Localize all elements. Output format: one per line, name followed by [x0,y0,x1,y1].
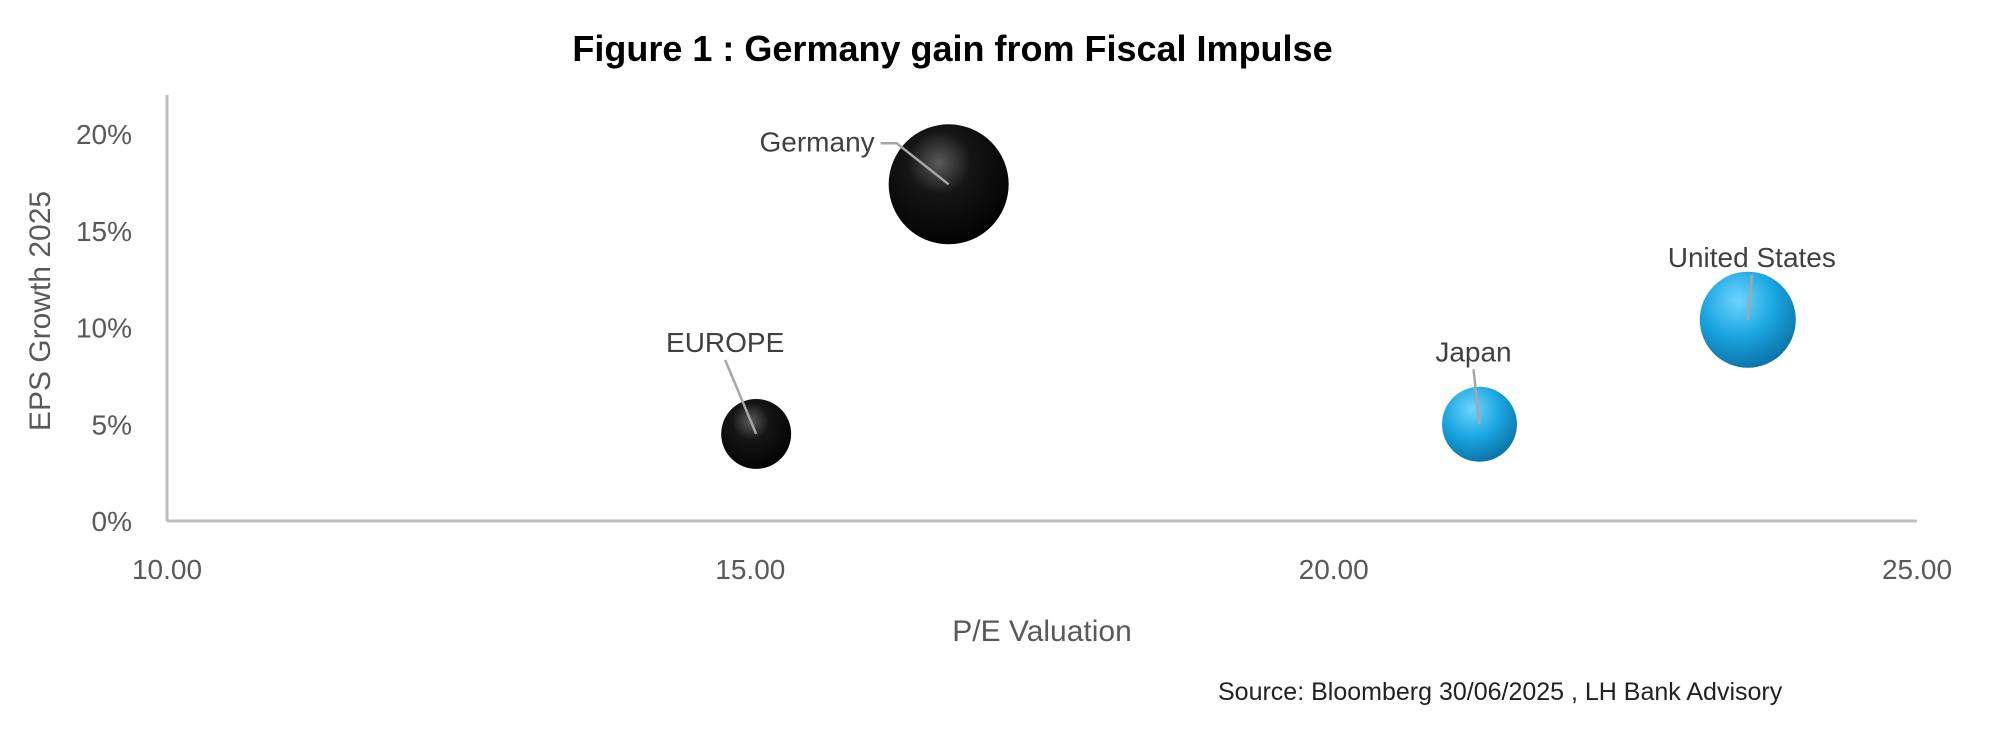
bubble-label: United States [1668,242,1836,273]
source-note: Source: Bloomberg 30/06/2025 , LH Bank A… [1218,678,1783,706]
x-tick-label: 15.00 [715,554,785,585]
leader-line [880,142,950,186]
y-axis-title: EPS Growth 2025 [24,191,57,431]
y-tick-label: 0% [92,506,132,537]
bubble-label: Germany [760,126,875,157]
leader-line [1472,369,1481,425]
x-tick-label: 10.00 [132,554,202,585]
chart-title: Figure 1 : Germany gain from Fiscal Impu… [572,28,1333,69]
leader-line [1746,274,1754,320]
leader-line [724,359,758,435]
bubble-label: EUROPE [666,327,784,358]
y-tick-label: 15% [76,216,132,247]
y-tick-label: 20% [76,119,132,150]
x-tick-label: 20.00 [1299,554,1369,585]
y-tick-label: 10% [76,313,132,344]
x-axis-title: P/E Valuation [952,615,1132,648]
x-tick-label: 25.00 [1882,554,1952,585]
bubble-label: Japan [1435,336,1511,367]
y-tick-label: 5% [92,409,132,440]
